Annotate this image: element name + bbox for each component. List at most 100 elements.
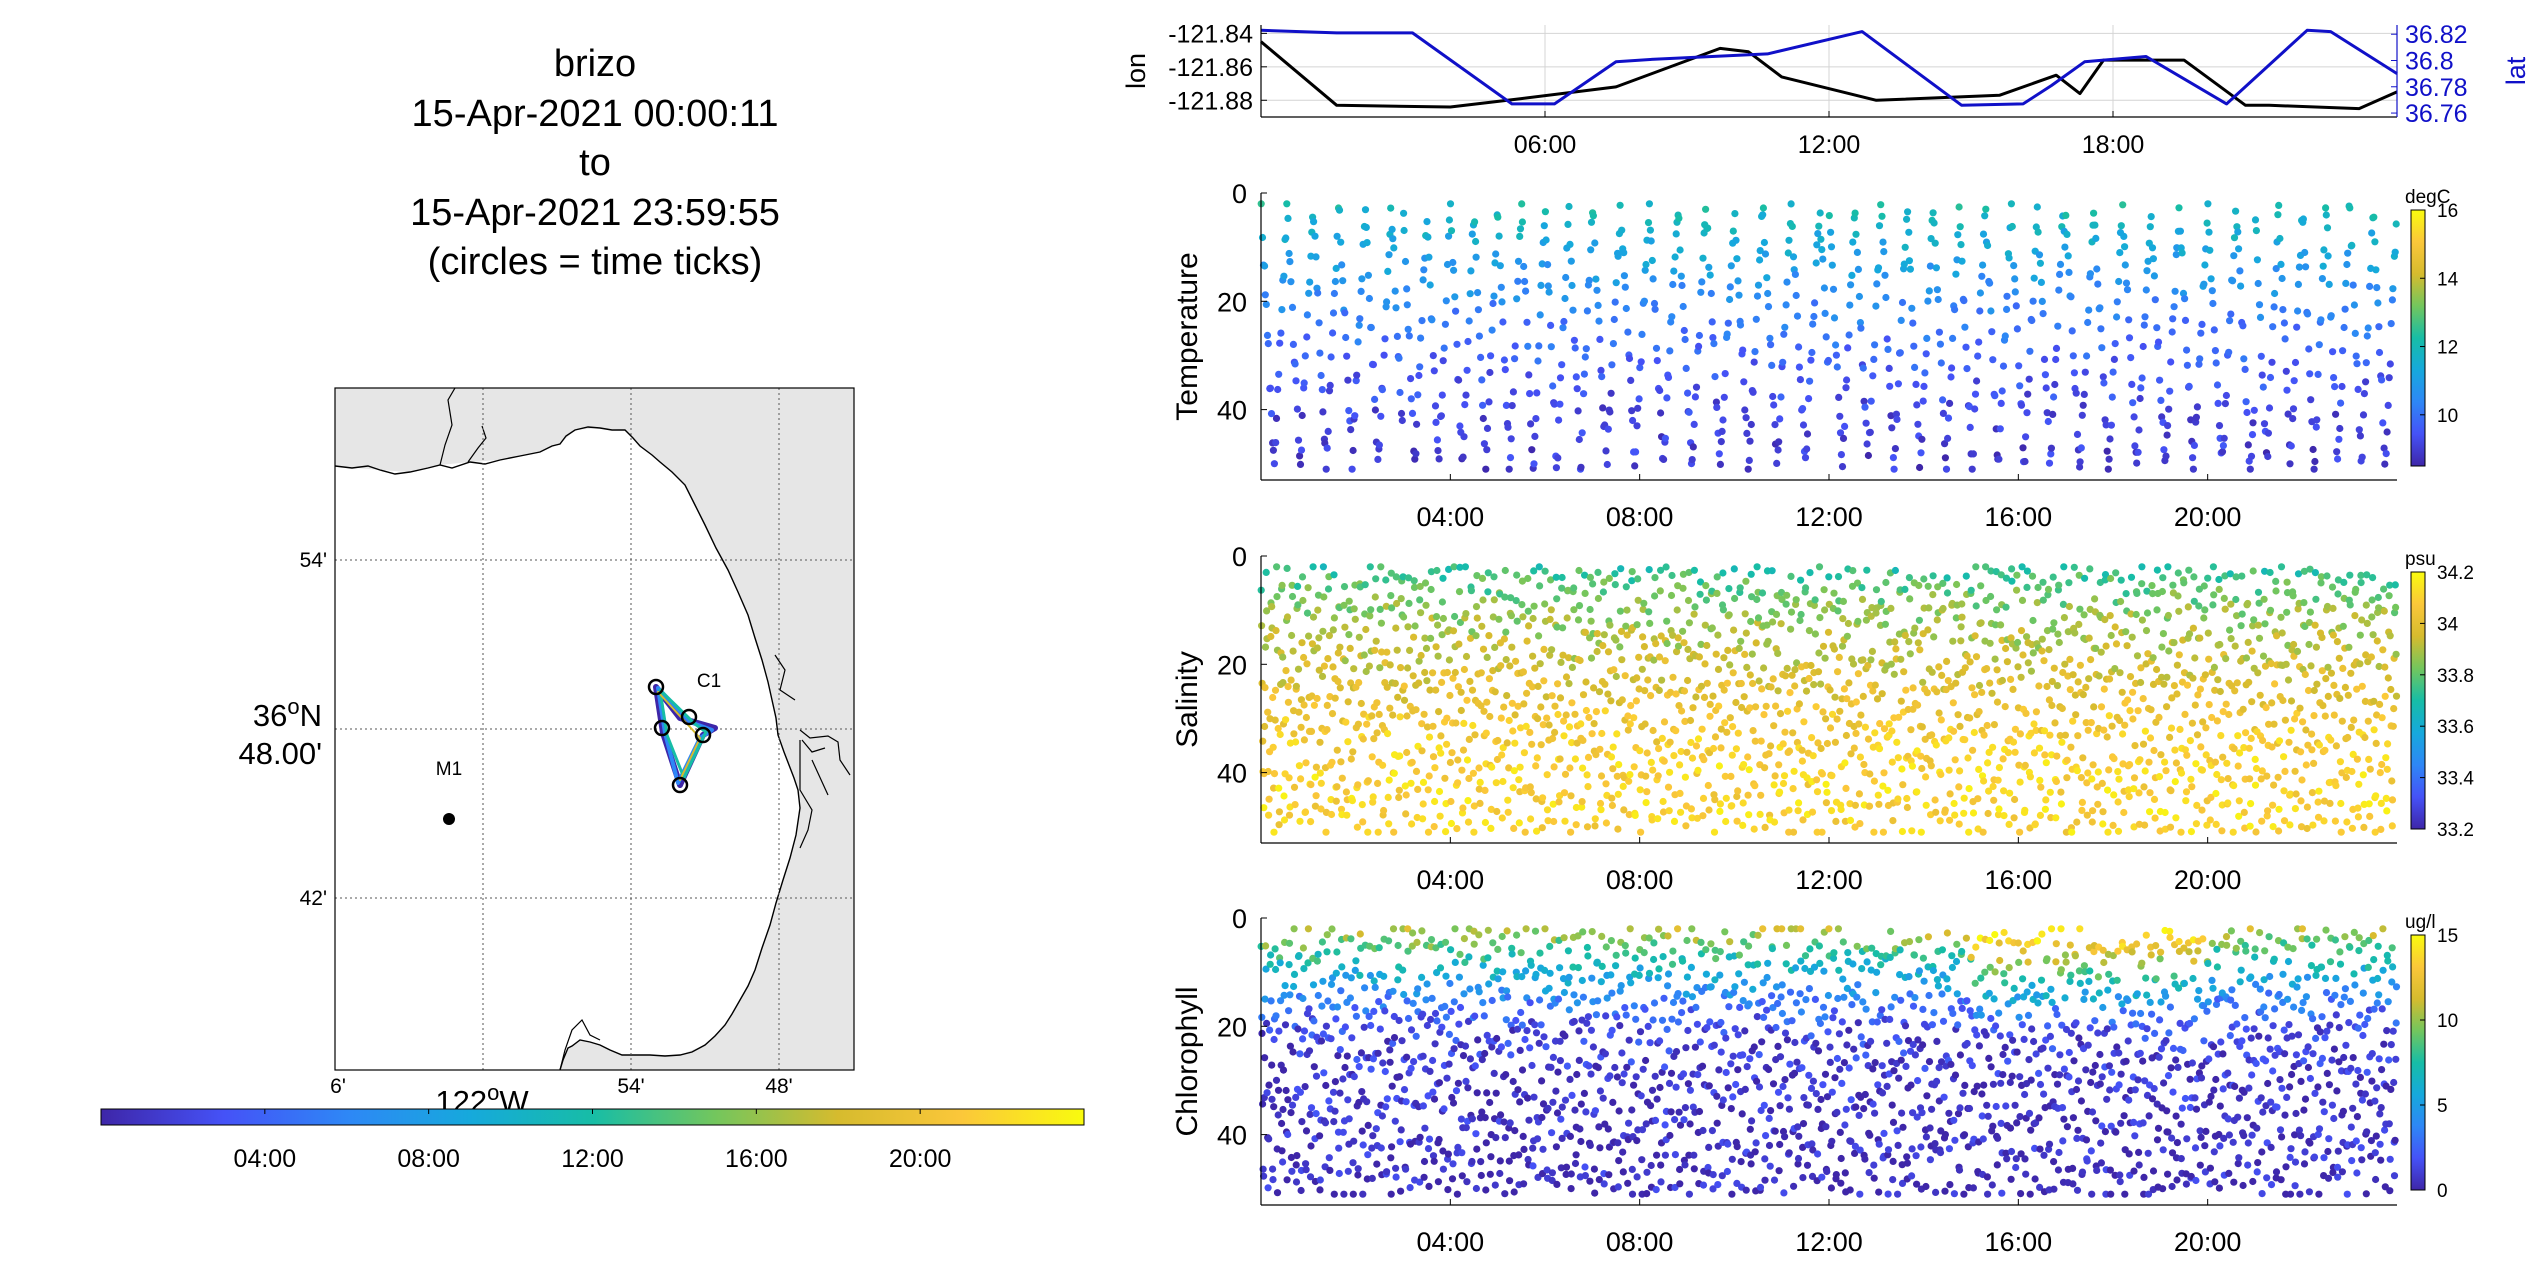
data-point — [2380, 607, 2388, 615]
data-point — [1508, 950, 1516, 958]
data-point — [1748, 1117, 1756, 1125]
data-point — [1618, 656, 1626, 664]
data-point — [1936, 1149, 1945, 1157]
data-point — [1336, 1046, 1344, 1054]
data-point — [1801, 454, 1810, 462]
data-point — [1907, 1081, 1915, 1089]
data-point — [2001, 332, 2009, 340]
data-point — [1339, 1128, 1347, 1136]
data-point — [2358, 453, 2366, 461]
data-point — [1686, 716, 1695, 725]
data-point — [2258, 817, 2266, 825]
data-point — [1333, 232, 1341, 240]
data-point — [1389, 925, 1398, 933]
data-point — [2118, 688, 2126, 696]
data-point — [1923, 689, 1931, 697]
data-point — [2376, 700, 2384, 709]
data-point — [1451, 925, 1459, 933]
data-point — [2068, 828, 2076, 836]
data-point — [2274, 773, 2282, 781]
data-point — [1633, 674, 1641, 682]
data-point — [1872, 586, 1881, 594]
data-point — [1327, 810, 1336, 819]
data-point — [1499, 744, 1507, 752]
data-point — [2058, 704, 2066, 713]
data-point — [1839, 938, 1847, 946]
data-point — [2177, 769, 2186, 777]
data-point — [1347, 974, 1355, 982]
data-point — [2363, 571, 2371, 579]
data-point — [1928, 1105, 1936, 1113]
data-point — [2272, 587, 2280, 595]
data-point — [2233, 612, 2241, 620]
data-point — [2240, 744, 2248, 752]
data-point — [2050, 393, 2058, 401]
data-point — [1601, 1050, 1609, 1058]
data-point — [2369, 574, 2377, 582]
data-point — [2146, 223, 2154, 231]
data-point — [2388, 296, 2396, 304]
data-point — [1723, 1167, 1731, 1176]
data-point — [2238, 610, 2246, 618]
data-point — [1549, 734, 1557, 743]
data-point — [1509, 388, 1517, 396]
data-point — [1440, 1105, 1448, 1113]
data-point — [2109, 821, 2117, 830]
data-point — [1329, 309, 1338, 317]
data-point — [1286, 1042, 1294, 1050]
data-point — [1357, 1049, 1365, 1057]
data-point — [1726, 714, 1734, 722]
data-point — [1480, 1012, 1488, 1020]
data-point — [2113, 298, 2121, 306]
data-point — [1581, 1163, 1589, 1171]
data-point — [2308, 746, 2316, 754]
data-point — [1421, 1124, 1429, 1132]
data-point — [1813, 788, 1822, 796]
data-point — [1680, 687, 1689, 695]
data-point — [2111, 623, 2119, 631]
data-point — [1860, 397, 1868, 405]
data-point — [1313, 694, 1321, 703]
data-point — [2287, 726, 2295, 734]
data-point — [1769, 392, 1777, 401]
data-point — [1410, 577, 1418, 585]
data-point — [1468, 1157, 1476, 1166]
data-point — [1540, 677, 1548, 685]
data-point — [1501, 593, 1509, 601]
data-point — [2257, 775, 2265, 783]
data-point — [1376, 1025, 1384, 1033]
data-point — [1645, 566, 1653, 574]
data-point — [1740, 938, 1748, 946]
data-point — [2175, 651, 2183, 659]
data-point — [1288, 1101, 1297, 1109]
data-point — [1734, 729, 1742, 737]
data-point — [1931, 796, 1939, 804]
data-point — [1842, 384, 1850, 392]
data-point — [2221, 400, 2229, 408]
data-point — [1583, 1019, 1591, 1027]
data-point — [2171, 778, 2179, 786]
data-point — [1383, 648, 1391, 656]
data-point — [1947, 1060, 1955, 1068]
data-point — [1382, 576, 1390, 584]
data-point — [1548, 1129, 1556, 1137]
data-point — [1763, 973, 1771, 982]
data-point — [1520, 1145, 1528, 1153]
data-point — [1612, 962, 1620, 970]
data-point — [2249, 567, 2257, 575]
data-point — [2144, 650, 2152, 658]
data-point — [1589, 1043, 1597, 1051]
data-point — [1666, 347, 1674, 355]
data-point — [1349, 748, 1357, 756]
data-point — [1927, 762, 1935, 770]
data-point — [1566, 240, 1574, 248]
data-point — [2378, 714, 2386, 722]
data-point — [2032, 726, 2040, 735]
data-point — [1578, 976, 1586, 985]
data-point — [1633, 422, 1641, 430]
data-point — [1734, 277, 1742, 285]
data-point — [1404, 925, 1412, 933]
data-point — [1443, 714, 1451, 722]
data-point — [2259, 383, 2267, 391]
data-point — [1464, 797, 1472, 805]
